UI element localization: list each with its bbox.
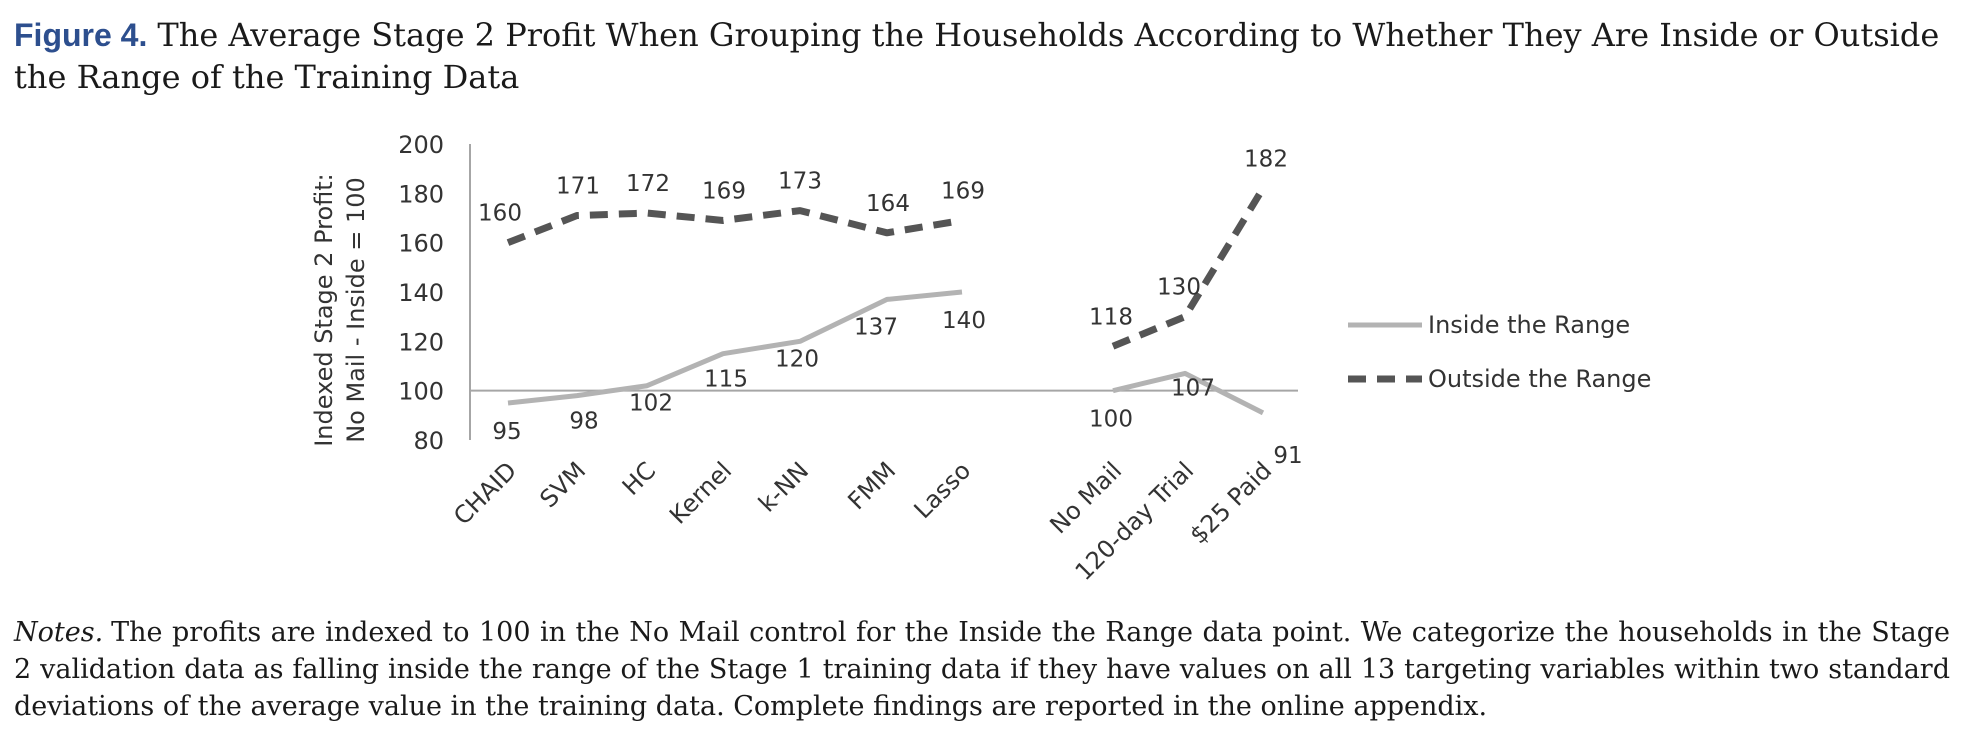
notes-text: The profits are indexed to 100 in the No… bbox=[14, 617, 1950, 722]
figure-title: The Average Stage 2 Profit When Grouping… bbox=[14, 16, 1940, 96]
y-axis-label: No Mail - Inside = 100 bbox=[342, 177, 370, 443]
y-tick-label: 180 bbox=[398, 180, 444, 208]
y-tick-label: 120 bbox=[398, 328, 444, 356]
series-line-inside bbox=[1112, 370, 1265, 416]
figure-label: Figure 4. bbox=[14, 17, 148, 53]
data-label-inside: 91 bbox=[1273, 443, 1302, 469]
x-tick-label: Kernel bbox=[664, 456, 737, 529]
data-label-outside: 169 bbox=[702, 178, 746, 204]
series-line-outside bbox=[1111, 186, 1266, 350]
legend-label-inside: Inside the Range bbox=[1428, 311, 1630, 339]
series-line-inside bbox=[507, 289, 963, 406]
x-tick-label: SVM bbox=[534, 456, 591, 513]
y-tick-label: 140 bbox=[398, 279, 444, 307]
data-label-outside: 182 bbox=[1244, 146, 1288, 172]
y-tick-label: 80 bbox=[413, 427, 444, 455]
data-label-outside: 118 bbox=[1089, 304, 1133, 330]
data-label-inside: 100 bbox=[1089, 407, 1133, 433]
data-label-inside: 95 bbox=[492, 419, 521, 445]
x-tick-label: k-NN bbox=[753, 456, 814, 517]
x-tick-label: Lasso bbox=[909, 456, 977, 524]
y-tick-label: 100 bbox=[398, 378, 444, 406]
x-tick-label: FMM bbox=[842, 456, 901, 515]
legend-label-outside: Outside the Range bbox=[1428, 365, 1651, 393]
data-label-outside: 173 bbox=[778, 169, 822, 195]
line-chart: 80 100 120 140 160 180 200 Indexed Stage 2 Prof… bbox=[310, 131, 1651, 586]
data-label-inside: 137 bbox=[854, 314, 898, 340]
data-label-inside: 107 bbox=[1171, 375, 1215, 401]
data-label-inside: 102 bbox=[629, 391, 673, 417]
notes-label: Notes. bbox=[14, 617, 104, 648]
data-label-inside: 115 bbox=[704, 367, 748, 393]
x-tick-label: HC bbox=[617, 456, 661, 500]
figure-notes: Notes. The profits are indexed to 100 in … bbox=[14, 614, 1950, 725]
y-axis-label: Indexed Stage 2 Profit: bbox=[310, 173, 338, 447]
y-tick-label: 160 bbox=[398, 230, 444, 258]
data-label-outside: 172 bbox=[626, 171, 670, 197]
x-tick-label: $25 Paid bbox=[1184, 456, 1277, 549]
x-tick-label: CHAID bbox=[448, 456, 522, 530]
data-label-outside: 160 bbox=[478, 201, 522, 227]
data-label-outside: 171 bbox=[556, 174, 600, 200]
series-line-outside bbox=[506, 207, 963, 246]
figure-caption: Figure 4. The Average Stage 2 Profit When… bbox=[14, 14, 1944, 98]
data-label-inside: 120 bbox=[775, 346, 819, 372]
data-label-inside: 140 bbox=[942, 308, 986, 334]
data-label-outside: 169 bbox=[941, 178, 985, 204]
y-tick-label: 200 bbox=[398, 131, 444, 159]
data-label-outside: 130 bbox=[1157, 275, 1201, 301]
data-label-inside: 98 bbox=[569, 409, 598, 435]
data-label-outside: 164 bbox=[866, 191, 910, 217]
